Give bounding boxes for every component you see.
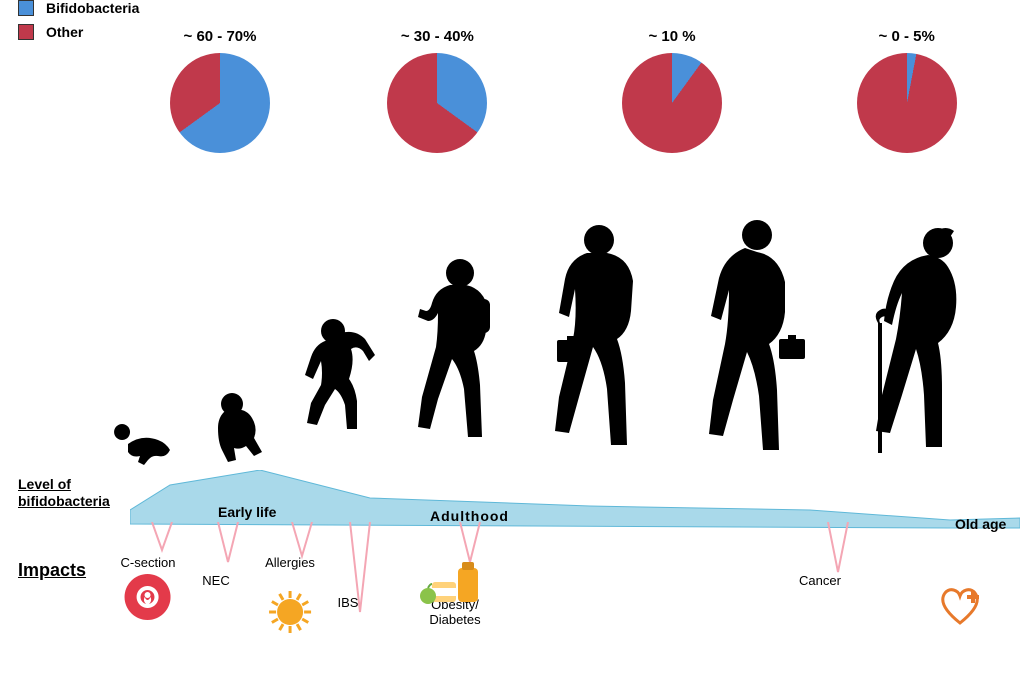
pie-col-1: ~ 30 - 40% (320, 28, 555, 153)
pie-label-3: ~ 0 - 5% (879, 28, 935, 45)
impacts-label: Impacts (18, 560, 86, 581)
silhouette-middle-age (695, 213, 815, 465)
impact-label: Cancer (799, 573, 841, 588)
level-label-text: Level of bifidobacteria (18, 476, 110, 509)
pie-chart-3 (857, 53, 957, 153)
pie-col-2: ~ 10 % (555, 28, 790, 153)
impact-label: NEC (202, 573, 229, 588)
pie-col-3: ~ 0 - 5% (789, 28, 1024, 153)
stage-label-early: Early life (218, 504, 276, 520)
silhouette-adult (545, 220, 660, 465)
heart-plus-icon (937, 572, 983, 630)
legend-swatch-bifido (18, 0, 34, 16)
pie-col-0: ~ 60 - 70% (120, 28, 320, 153)
silhouette-young-adult (410, 255, 510, 465)
impact-Allergies: Allergies (265, 555, 315, 620)
silhouette-baby (110, 420, 180, 465)
legend-item-bifido: Bifidobacteria (18, 0, 139, 16)
food-icon (420, 545, 490, 595)
impact-IBS: IBS (338, 595, 359, 610)
impact-heart (937, 572, 983, 630)
csection-icon (125, 574, 171, 620)
impact-Obesity/ Diabetes: Obesity/ Diabetes (420, 545, 490, 627)
impact-label: C-section (121, 555, 176, 570)
impact-label: Allergies (265, 555, 315, 570)
silhouette-child (295, 315, 375, 465)
impact-NEC: NEC (202, 573, 229, 588)
silhouette-elderly (850, 213, 990, 465)
sun-icon (267, 574, 313, 620)
pie-row: ~ 60 - 70% ~ 30 - 40% ~ 10 % ~ 0 - 5% (0, 28, 1024, 153)
pie-chart-2 (622, 53, 722, 153)
level-label: Level of bifidobacteria (18, 476, 110, 510)
pie-chart-0 (170, 53, 270, 153)
pie-label-2: ~ 10 % (648, 28, 695, 45)
impact-C-section: C-section (121, 555, 176, 620)
pie-label-0: ~ 60 - 70% (184, 28, 257, 45)
pie-label-1: ~ 30 - 40% (401, 28, 474, 45)
impact-Cancer: Cancer (799, 573, 841, 588)
silhouette-toddler (200, 390, 270, 465)
silhouette-row (110, 185, 1000, 465)
impact-label: IBS (338, 595, 359, 610)
stage-label-adult: Adulthood (430, 508, 509, 524)
stage-label-old: Old age (955, 516, 1006, 532)
legend-label-bifido: Bifidobacteria (46, 0, 139, 16)
pie-chart-1 (387, 53, 487, 153)
